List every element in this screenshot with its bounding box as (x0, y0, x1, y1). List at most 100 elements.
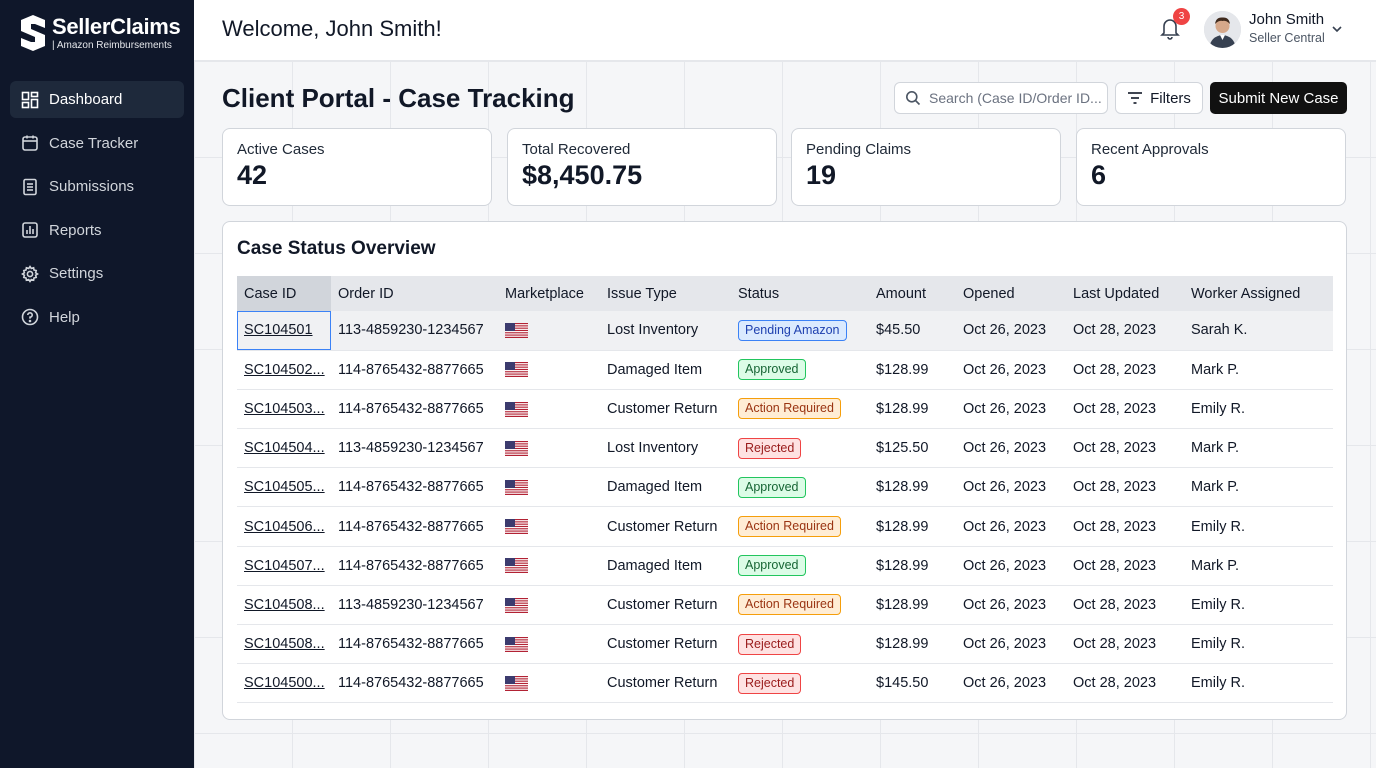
status-badge: Action Required (738, 398, 841, 420)
stat-card-recent-approvals: Recent Approvals 6 (1076, 128, 1346, 206)
column-header-marketplace[interactable]: Marketplace (498, 276, 600, 311)
column-header-last-updated[interactable]: Last Updated (1066, 276, 1184, 311)
last-updated-cell: Oct 28, 2023 (1066, 350, 1184, 390)
status-badge: Rejected (738, 672, 802, 694)
amount-cell: $128.99 (869, 467, 956, 508)
column-header-amount[interactable]: Amount (869, 276, 956, 311)
case-id-cell: SC104503... (237, 389, 331, 430)
sidebar-item-label: Reports (49, 221, 102, 239)
search-input[interactable] (929, 90, 1101, 106)
marketplace-cell (498, 663, 600, 704)
calendar-icon (21, 134, 39, 152)
marketplace-cell (498, 311, 600, 351)
issue-type-cell: Lost Inventory (600, 428, 731, 469)
table-row[interactable]: SC104500... 114-8765432-8877665 Customer R… (237, 663, 1333, 704)
table-row[interactable]: SC104505... 114-8765432-8877665 Damaged It… (237, 467, 1333, 508)
document-icon (21, 178, 39, 196)
filters-button[interactable]: Filters (1115, 82, 1203, 114)
column-header-issue-type[interactable]: Issue Type (600, 276, 731, 311)
table-row[interactable]: SC104507... 114-8765432-8877665 Damaged It… (237, 546, 1333, 586)
search-box (894, 82, 1108, 114)
case-id-link[interactable]: SC104503... (244, 400, 325, 417)
status-cell: Pending Amazon (731, 311, 869, 351)
case-id-link[interactable]: SC104501 (244, 322, 313, 339)
status-cell: Action Required (731, 389, 869, 430)
table-row[interactable]: SC104501 113-4859230-1234567 Lost Inventor… (237, 311, 1333, 351)
last-updated-cell: Oct 28, 2023 (1066, 663, 1184, 704)
issue-type-cell: Lost Inventory (600, 311, 731, 351)
last-updated-cell: Oct 28, 2023 (1066, 389, 1184, 430)
worker-cell: Mark P. (1184, 428, 1333, 469)
status-badge: Approved (738, 359, 806, 381)
status-badge: Approved (738, 555, 806, 577)
table-row[interactable]: SC104504... 113-4859230-1234567 Lost Inven… (237, 428, 1333, 469)
dashboard-icon (21, 91, 39, 109)
last-updated-cell: Oct 28, 2023 (1066, 467, 1184, 508)
worker-cell: Mark P. (1184, 467, 1333, 508)
stat-label: Recent Approvals (1091, 141, 1209, 158)
marketplace-cell (498, 624, 600, 665)
gear-icon (21, 264, 39, 283)
sidebar-nav: Dashboard Case Tracker Submissions Repor… (10, 81, 184, 343)
worker-cell: Sarah K. (1184, 311, 1333, 351)
issue-type-cell: Customer Return (600, 506, 731, 547)
avatar[interactable] (1204, 11, 1241, 48)
order-id-cell: 114-8765432-8877665 (331, 506, 498, 547)
last-updated-cell: Oct 28, 2023 (1066, 585, 1184, 626)
sidebar-item-label: Dashboard (49, 91, 123, 108)
status-cell: Action Required (731, 585, 869, 626)
case-id-link[interactable]: SC104505... (244, 479, 325, 496)
sidebar-item-label: Case Tracker (49, 134, 139, 152)
stat-card-total-recovered: Total Recovered $8,450.75 (507, 128, 777, 206)
chevron-down-icon[interactable] (1330, 22, 1344, 36)
issue-type-cell: Customer Return (600, 663, 731, 704)
column-header-order-id[interactable]: Order ID (331, 276, 498, 311)
sidebar-item-case-tracker[interactable]: Case Tracker (10, 125, 184, 162)
order-id-cell: 114-8765432-8877665 (331, 546, 498, 586)
column-header-status[interactable]: Status (731, 276, 869, 311)
table-row[interactable]: SC104506... 114-8765432-8877665 Customer R… (237, 506, 1333, 547)
case-id-link[interactable]: SC104508... (244, 636, 325, 653)
search-icon (906, 91, 921, 106)
case-id-link[interactable]: SC104508... (244, 596, 325, 613)
amount-cell: $128.99 (869, 389, 956, 430)
worker-cell: Mark P. (1184, 350, 1333, 390)
sidebar-item-reports[interactable]: Reports (10, 212, 184, 249)
amount-cell: $128.99 (869, 350, 956, 390)
column-header-worker[interactable]: Worker Assigned (1184, 276, 1333, 311)
sidebar-item-help[interactable]: Help (10, 299, 184, 336)
status-cell: Rejected (731, 663, 869, 704)
table-row[interactable]: SC104508... 114-8765432-8877665 Customer R… (237, 624, 1333, 665)
case-table: Case ID Order ID Marketplace Issue Type … (237, 276, 1333, 704)
brand-logo[interactable]: SellerClaims | Amazon Reimbursements (20, 14, 181, 52)
sidebar-item-dashboard[interactable]: Dashboard (10, 81, 184, 118)
status-badge: Rejected (738, 437, 802, 459)
marketplace-cell (498, 546, 600, 586)
case-id-link[interactable]: SC104500... (244, 675, 325, 692)
help-icon (21, 308, 39, 326)
stat-label: Total Recovered (522, 141, 631, 158)
table-row[interactable]: SC104502... 114-8765432-8877665 Damaged It… (237, 350, 1333, 390)
issue-type-cell: Damaged Item (600, 350, 731, 390)
stat-value: 19 (806, 160, 837, 190)
stat-card-pending-claims: Pending Claims 19 (791, 128, 1061, 206)
notifications-button[interactable]: 3 (1159, 8, 1190, 42)
case-id-link[interactable]: SC104502... (244, 361, 325, 378)
sidebar-item-submissions[interactable]: Submissions (10, 168, 184, 205)
case-id-link[interactable]: SC104506... (244, 518, 325, 535)
last-updated-cell: Oct 28, 2023 (1066, 546, 1184, 586)
worker-cell: Mark P. (1184, 546, 1333, 586)
report-chart-icon (21, 221, 39, 239)
marketplace-cell (498, 467, 600, 508)
column-header-opened[interactable]: Opened (956, 276, 1066, 311)
case-id-link[interactable]: SC104507... (244, 557, 325, 574)
sidebar-item-settings[interactable]: Settings (10, 255, 184, 292)
submit-new-case-button[interactable]: Submit New Case (1210, 82, 1347, 114)
column-header-case-id[interactable]: Case ID (237, 276, 331, 311)
table-row[interactable]: SC104508... 113-4859230-1234567 Customer R… (237, 585, 1333, 626)
case-id-cell: SC104504... (237, 428, 331, 469)
table-row[interactable]: SC104503... 114-8765432-8877665 Customer R… (237, 389, 1333, 430)
user-name: John Smith (1249, 11, 1325, 28)
case-id-link[interactable]: SC104504... (244, 440, 325, 457)
worker-cell: Emily R. (1184, 624, 1333, 665)
